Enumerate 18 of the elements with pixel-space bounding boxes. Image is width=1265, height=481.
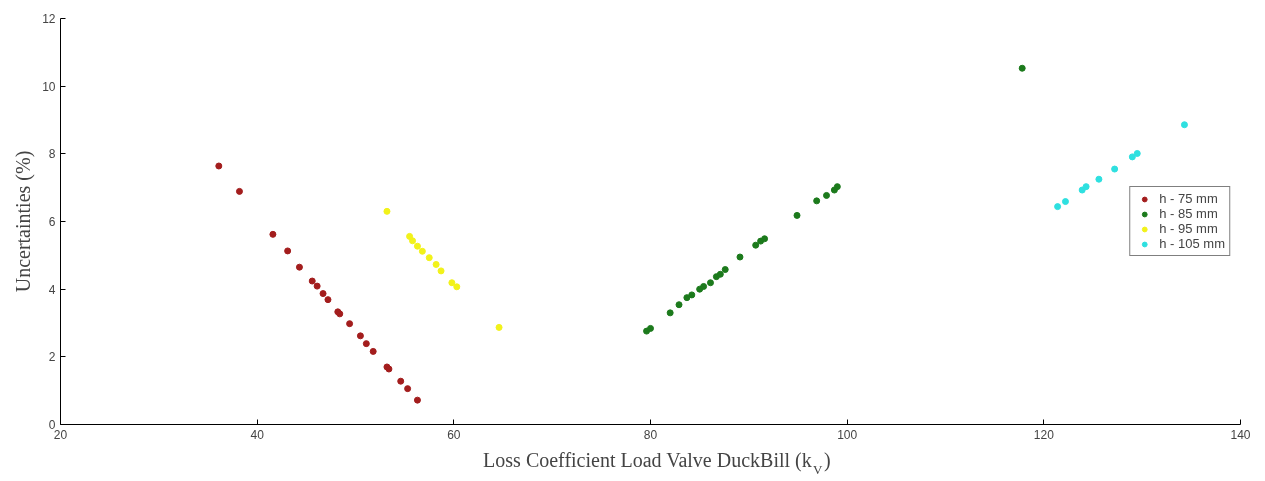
y-tick-label: 4: [48, 282, 56, 297]
y-tick-label: 8: [48, 147, 56, 162]
y-tick-label: 12: [42, 12, 56, 26]
x-tick-label: 140: [1230, 427, 1251, 442]
x-tick-label: 60: [447, 427, 461, 442]
x-tick-label: 100: [837, 427, 858, 442]
y-tick-label: 10: [42, 79, 56, 94]
legend-label: h - 95 mm: [1159, 221, 1218, 236]
y-tick-label: 0: [48, 418, 56, 432]
x-tick-label: 80: [643, 427, 658, 442]
x-tick-label: 120: [1033, 427, 1055, 442]
y-tick-label: 6: [48, 215, 56, 229]
legend-label: h - 85 mm: [1159, 206, 1218, 221]
y-tick-label: 2: [48, 350, 56, 365]
x-tick-label: 40: [250, 427, 265, 442]
legend-label: h - 105 mm: [1159, 236, 1225, 251]
y-axis-title: Uncertainties (%): [12, 150, 36, 293]
legend-label: h - 75 mm: [1159, 191, 1218, 206]
